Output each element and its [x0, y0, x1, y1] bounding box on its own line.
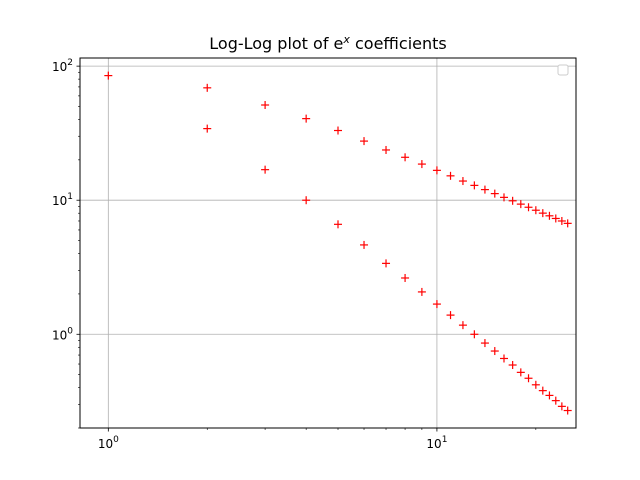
data-point-series-2	[401, 273, 410, 282]
data-point-series-2	[360, 240, 369, 249]
y-tick-label-base: 10	[52, 328, 67, 342]
data-point-series-2	[516, 368, 525, 377]
x-tick-label: 101	[426, 435, 447, 451]
data-point-series-1	[458, 177, 467, 186]
data-point-series-2	[203, 124, 212, 133]
data-point-series-2	[458, 321, 467, 330]
y-tick-label-exponent: 1	[67, 192, 73, 202]
data-point-series-2	[538, 386, 547, 395]
chart-title-superscript: x	[342, 33, 350, 46]
data-point-series-1	[508, 196, 517, 205]
data-point-series-2	[302, 196, 311, 205]
data-point-series-2	[470, 330, 479, 339]
data-point-series-1	[551, 214, 560, 223]
x-tick-label-base: 10	[98, 437, 113, 451]
x-tick-label: 100	[98, 435, 119, 451]
x-tick-label-exponent: 0	[113, 435, 119, 445]
data-point-series-1	[563, 219, 572, 228]
data-point-series-1	[524, 203, 533, 212]
legend-box	[557, 64, 569, 76]
data-points	[104, 71, 572, 415]
y-tick-label: 102	[52, 58, 73, 74]
data-point-series-1	[470, 181, 479, 190]
data-point-series-2	[557, 402, 566, 411]
data-point-series-1	[360, 137, 369, 146]
data-point-series-1	[516, 200, 525, 209]
data-point-series-1	[557, 216, 566, 225]
data-point-series-2	[334, 220, 343, 229]
axes-frame	[79, 57, 577, 429]
data-point-series-2	[417, 287, 426, 296]
data-point-series-2	[531, 380, 540, 389]
data-point-series-2	[446, 311, 455, 320]
y-tick-label-exponent: 2	[67, 58, 73, 68]
chart-title-suffix: coefficients	[350, 34, 447, 53]
data-point-series-2	[432, 300, 441, 309]
data-point-series-1	[490, 189, 499, 198]
y-tick-label-base: 10	[52, 194, 67, 208]
data-point-series-2	[490, 347, 499, 356]
data-point-series-1	[203, 83, 212, 92]
data-point-series-1	[499, 193, 508, 202]
data-point-series-2	[382, 259, 391, 268]
data-point-series-2	[499, 354, 508, 363]
chart-title-base: Log-Log plot of e	[209, 34, 343, 53]
data-point-series-2	[545, 391, 554, 400]
data-point-series-2	[563, 406, 572, 415]
y-tick-label: 100	[52, 326, 73, 342]
data-point-series-2	[480, 339, 489, 348]
data-point-series-1	[334, 126, 343, 135]
data-point-series-1	[432, 166, 441, 175]
data-point-series-1	[302, 114, 311, 123]
data-point-series-1	[401, 153, 410, 162]
y-tick-label-base: 10	[52, 60, 67, 74]
x-tick-label-exponent: 1	[442, 435, 448, 445]
data-point-series-1	[104, 71, 113, 80]
data-point-series-2	[551, 396, 560, 405]
data-point-series-1	[261, 101, 270, 110]
x-tick-label-base: 10	[426, 437, 441, 451]
data-point-series-1	[545, 211, 554, 220]
grid-lines	[80, 58, 576, 428]
data-point-series-1	[446, 171, 455, 180]
data-point-series-2	[508, 361, 517, 370]
data-point-series-1	[417, 160, 426, 169]
chart-title: Log-Log plot of ex coefficients	[209, 33, 446, 53]
y-tick-label-exponent: 0	[67, 326, 73, 336]
y-tick-label: 101	[52, 192, 73, 208]
data-point-series-1	[480, 185, 489, 194]
data-point-series-2	[524, 374, 533, 383]
data-point-series-1	[531, 206, 540, 215]
data-point-series-1	[382, 145, 391, 154]
data-point-series-2	[261, 165, 270, 174]
data-point-series-1	[538, 209, 547, 218]
